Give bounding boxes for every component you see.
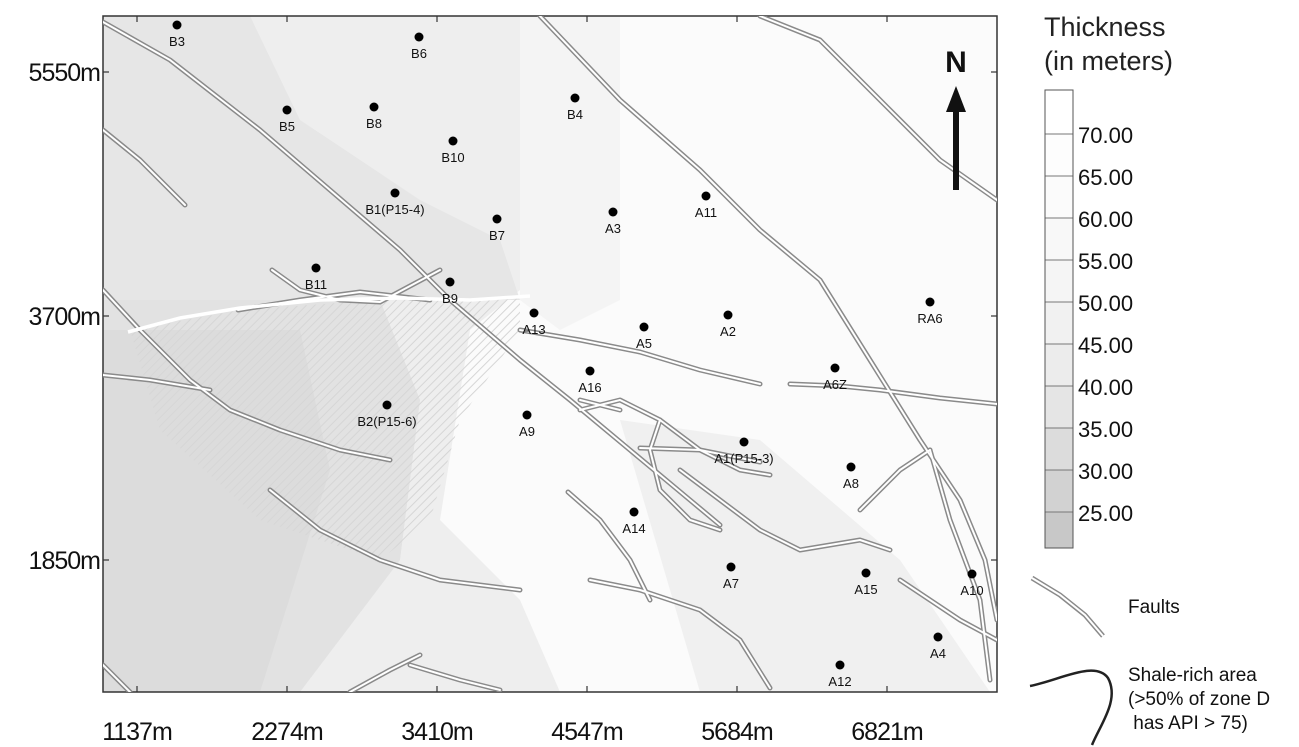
legend-faults-label: Faults [1128,597,1180,618]
well-label: A16 [578,380,601,395]
well-A8: A8 [843,462,859,491]
well-label: A3 [605,221,621,236]
well-B2: B2(P15-6) [357,400,417,429]
legend-fault-symbol [1030,575,1105,638]
well-B9: B9 [442,277,458,306]
well-A7: A7 [723,562,739,591]
y-tick-label: 1850m [29,547,101,575]
well-label: A1(P15-3) [714,451,773,466]
x-tick-label: 1137m [102,718,172,746]
x-tick-label: 2274m [251,718,323,746]
well-A1: A1(P15-3) [714,437,774,466]
well-A9: A9 [519,410,535,439]
legend-shale-line: Shale-rich area [1128,665,1257,686]
well-label: RA6 [917,311,942,326]
well-A6Z: A6Z [823,363,847,392]
x-tick-label: 4547m [551,718,623,746]
well-A2: A2 [720,310,736,339]
well-label: B8 [366,116,382,131]
well-label: A7 [723,576,739,591]
well-A3: A3 [605,207,621,236]
well-label: B1(P15-4) [365,202,424,217]
well-label: B3 [169,34,185,49]
north-label: N [945,46,967,79]
well-label: A11 [695,205,717,220]
shale-boundary [127,294,531,334]
well-label: B2(P15-6) [357,414,416,429]
well-RA6: RA6 [917,297,943,326]
thickness-shading [103,16,997,692]
legend-value: 35.00 [1078,417,1133,442]
legend-shale-line: (>50% of zone D [1128,689,1271,710]
legend-value: 50.00 [1078,291,1133,316]
well-A13: A13 [522,308,546,337]
well-label: A9 [519,424,535,439]
well-label: A10 [960,583,983,598]
well-label: A14 [622,521,645,536]
well-label: B5 [279,119,295,134]
legend-value: 40.00 [1078,375,1133,400]
well-label: A2 [720,324,736,339]
well-B10: B10 [441,136,465,165]
well-B7: B7 [489,214,505,243]
legend-value: 45.00 [1078,333,1133,358]
well-B3: B3 [169,20,185,49]
axis-ticks [103,16,997,692]
well-B1: B1(P15-4) [365,188,425,217]
y-tick-label: 3700m [29,303,101,331]
well-A12: A12 [828,660,852,689]
legend-title: Thickness (in meters) [1044,10,1173,78]
legend-shale-symbol [1029,669,1113,746]
legend-value: 60.00 [1078,207,1133,232]
well-A16: A16 [578,366,602,395]
well-A4: A4 [930,632,946,661]
well-label: A13 [522,322,545,337]
well-label: B7 [489,228,505,243]
well-label: B6 [411,46,427,61]
north-arrow: N [945,46,967,190]
y-tick-label: 5550m [29,59,101,87]
well-label: A4 [930,646,946,661]
x-tick-label: 6821m [851,718,923,746]
legend-scale [1044,89,1074,549]
x-tick-label: 3410m [401,718,473,746]
well-A10: A10 [960,569,984,598]
legend-title-line: (in meters) [1044,46,1174,76]
legend-value: 55.00 [1078,249,1133,274]
well-A14: A14 [622,507,646,536]
map-frame [102,15,998,693]
well-label: B4 [567,107,583,122]
well-B11: B11 [305,263,327,292]
well-B6: B6 [411,32,427,61]
well-B5: B5 [279,105,295,134]
legend-value: 65.00 [1078,165,1133,190]
well-A15: A15 [854,568,878,597]
well-label: A6Z [823,377,847,392]
well-label: B11 [305,277,327,292]
legend-shale-line: has API > 75) [1128,713,1248,734]
legend-value: 25.00 [1078,501,1133,526]
well-label: B10 [441,150,464,165]
well-label: A15 [854,582,877,597]
well-label: A5 [636,336,652,351]
legend-title-line: Thickness [1044,12,1166,42]
north-arrow-head [946,86,966,112]
legend-value: 30.00 [1078,459,1133,484]
well-A5: A5 [636,322,652,351]
legend-value: 70.00 [1078,123,1133,148]
well-label: B9 [442,291,458,306]
well-B8: B8 [366,102,382,131]
x-tick-label: 5684m [701,718,773,746]
well-A11: A11 [695,191,717,220]
well-label: A8 [843,476,859,491]
well-B4: B4 [567,93,583,122]
well-label: A12 [828,674,851,689]
